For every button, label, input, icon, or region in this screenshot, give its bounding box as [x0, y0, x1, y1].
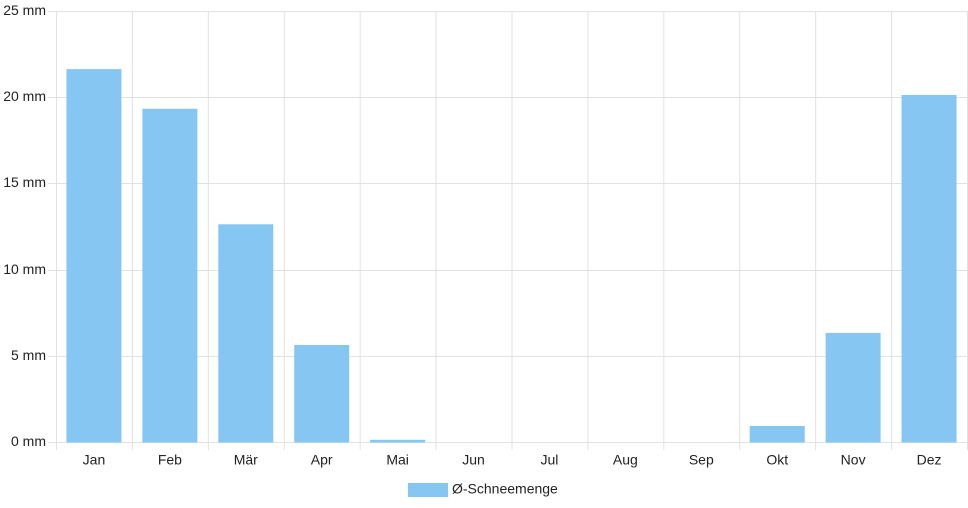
bar — [66, 69, 122, 443]
bar — [142, 108, 198, 443]
x-tick-label: Sep — [689, 452, 714, 468]
y-tick-label: 25 mm — [3, 2, 46, 18]
y-tick-label: 0 mm — [11, 433, 46, 449]
legend-label[interactable]: Ø-Schneemenge — [452, 481, 558, 497]
y-tick-label: 5 mm — [11, 347, 46, 363]
legend-swatch[interactable] — [408, 483, 448, 497]
x-tick-label: Mär — [234, 452, 258, 468]
bar — [749, 425, 805, 443]
x-tick-label: Dez — [917, 452, 942, 468]
x-tick-label: Feb — [158, 452, 182, 468]
x-tick-label: Jun — [462, 452, 485, 468]
x-tick-label: Apr — [311, 452, 333, 468]
y-tick-label: 20 mm — [3, 88, 46, 104]
bar — [294, 344, 350, 443]
bar — [218, 224, 274, 443]
bar — [370, 439, 426, 443]
x-tick-label: Mai — [386, 452, 409, 468]
y-tick-label: 10 mm — [3, 261, 46, 277]
bar — [901, 94, 957, 443]
x-tick-label: Aug — [613, 452, 638, 468]
x-tick-label: Jul — [541, 452, 559, 468]
x-tick-label: Jan — [83, 452, 106, 468]
y-tick-label: 15 mm — [3, 174, 46, 190]
x-tick-label: Nov — [841, 452, 866, 468]
bar — [825, 332, 881, 443]
x-tick-label: Okt — [766, 452, 788, 468]
